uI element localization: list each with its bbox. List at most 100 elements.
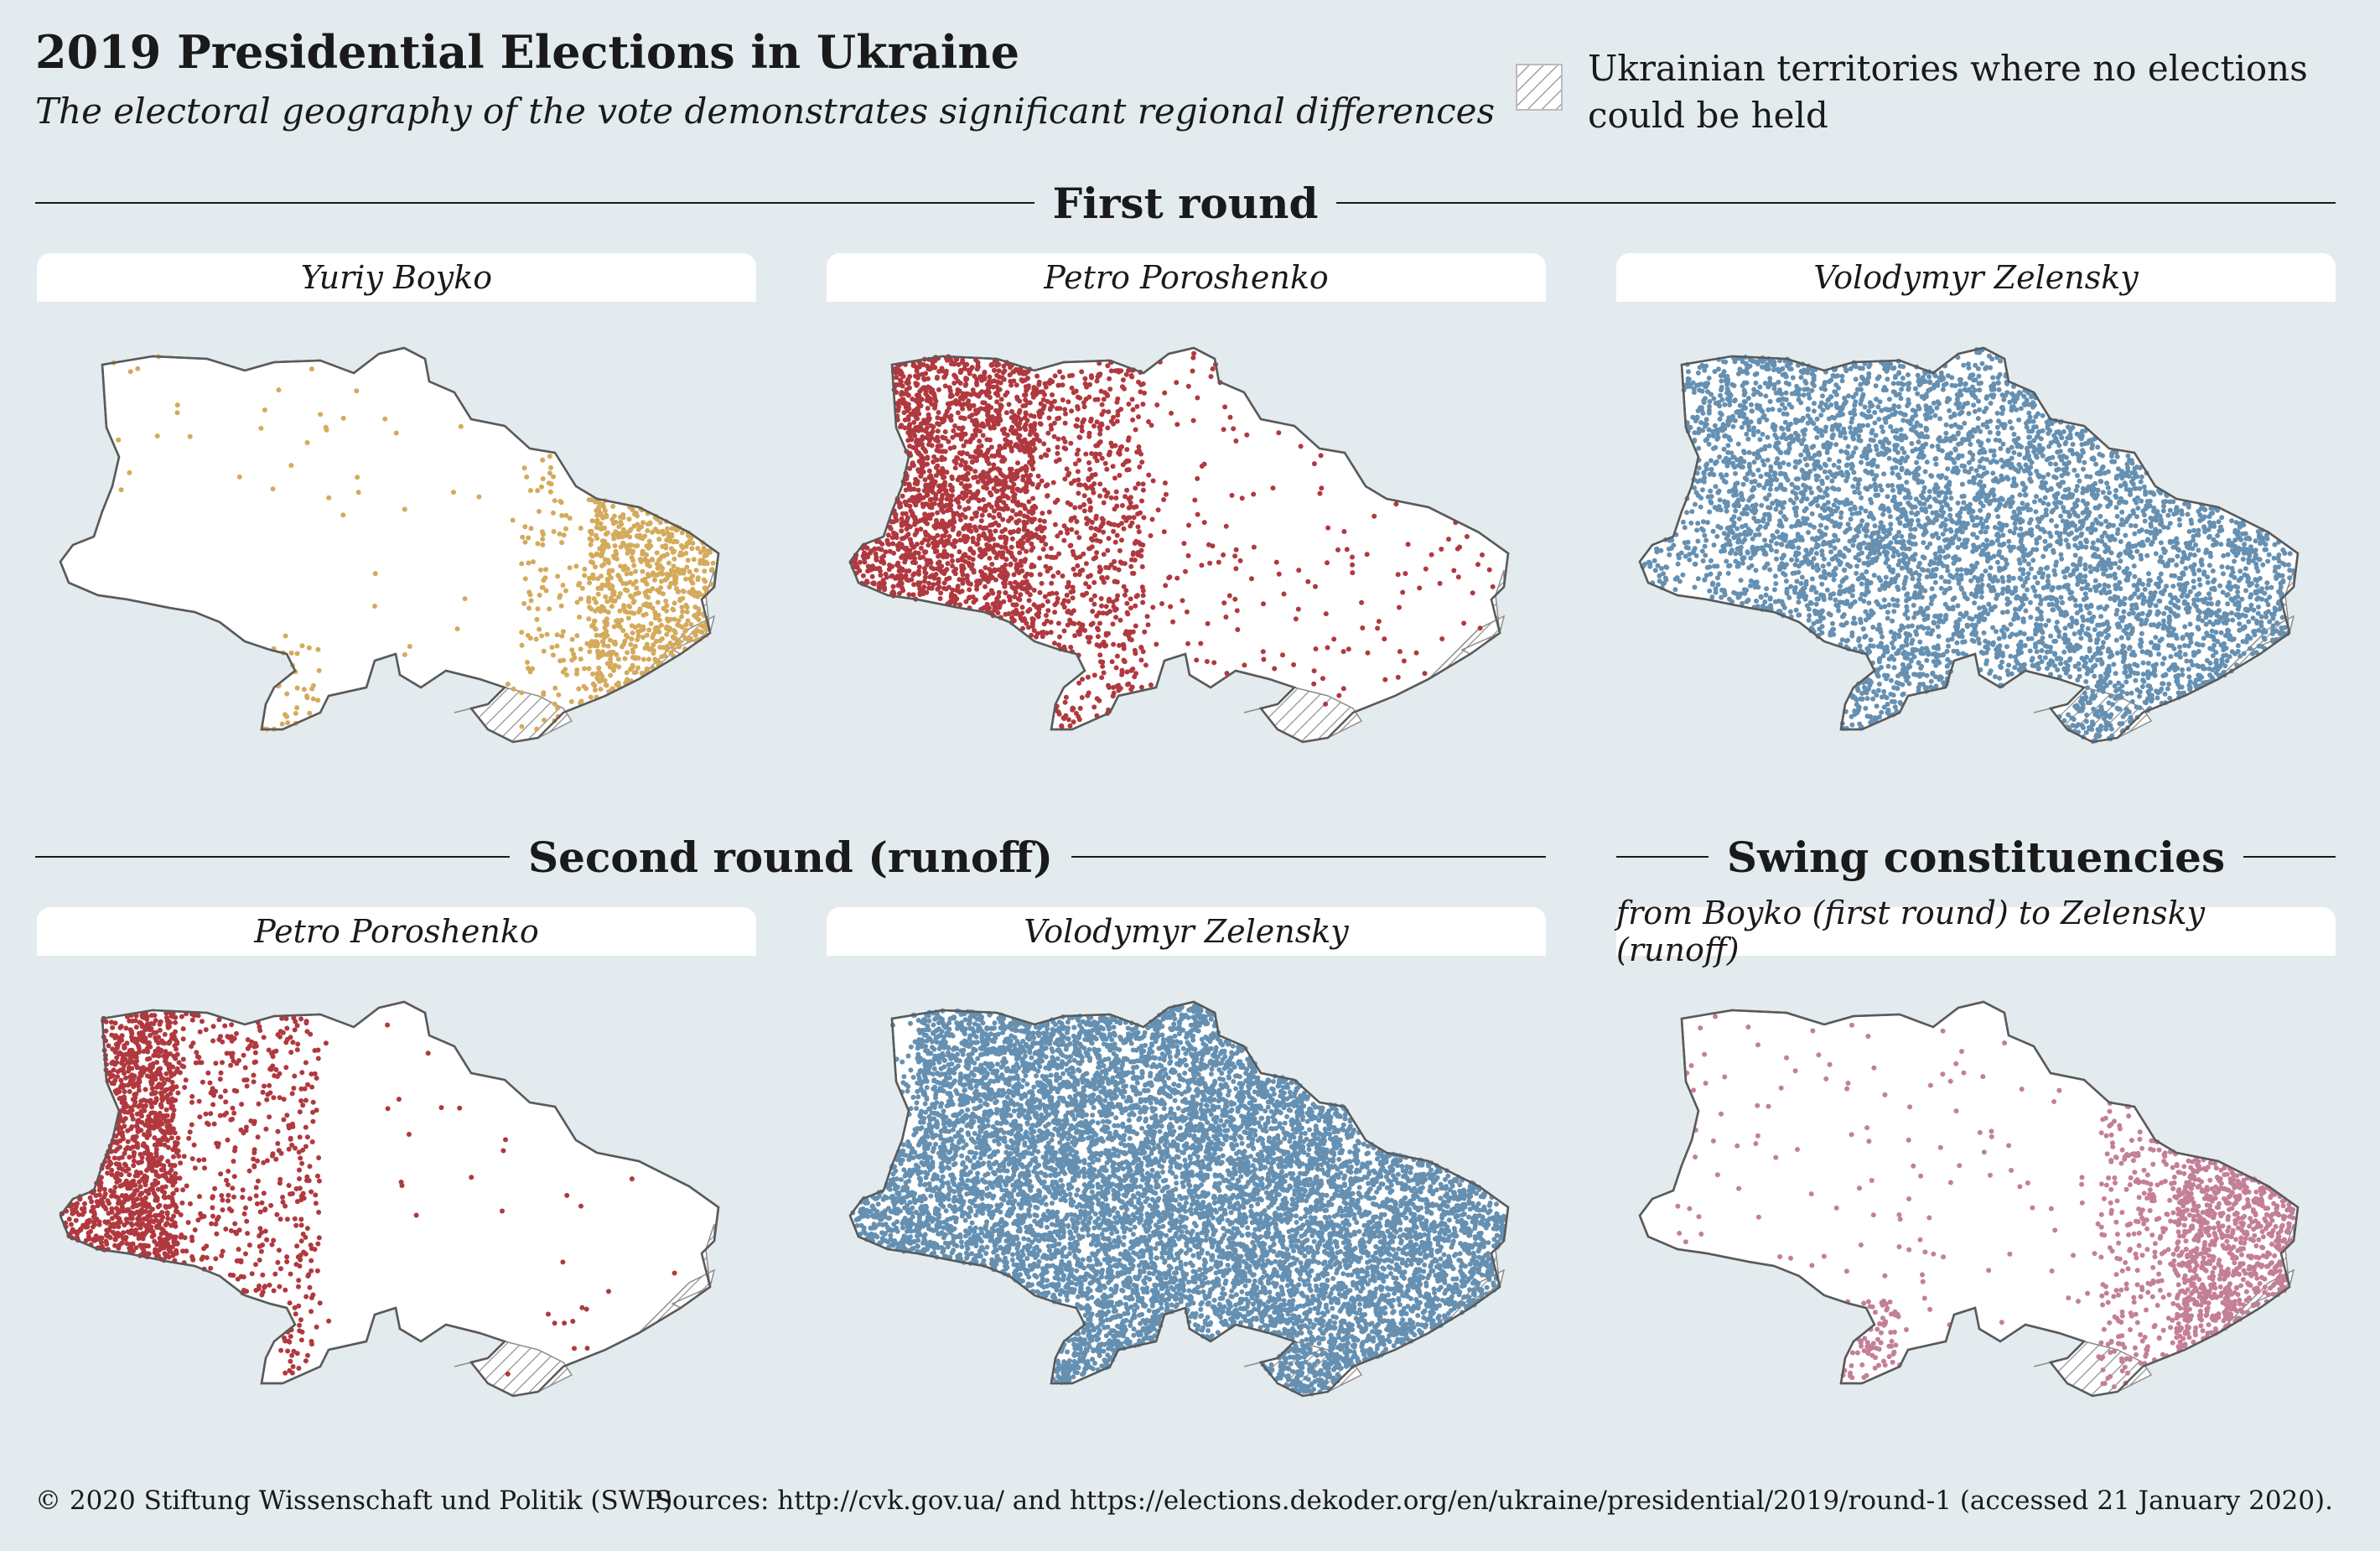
- constituency-dot: [624, 670, 630, 676]
- constituency-dot: [1057, 634, 1062, 640]
- constituency-dot: [604, 599, 610, 604]
- constituency-dot: [1040, 389, 1045, 395]
- constituency-dot: [2200, 642, 2206, 648]
- constituency-dot: [1110, 621, 1116, 627]
- constituency-dot: [1727, 402, 1733, 407]
- constituency-dot: [1009, 408, 1014, 414]
- map-zelensky-r1: [1638, 346, 2300, 744]
- constituency-dot: [612, 543, 618, 548]
- constituency-dot: [1097, 372, 1102, 378]
- constituency-dot: [1023, 411, 1029, 417]
- constituency-dot: [650, 586, 656, 592]
- constituency-dot: [1841, 426, 1847, 432]
- constituency-dot: [1106, 520, 1112, 526]
- constituency-dot: [599, 542, 605, 548]
- constituency-dot: [926, 537, 931, 543]
- constituency-dot: [2113, 671, 2118, 677]
- constituency-dot: [1138, 381, 1144, 387]
- constituency-dot: [1042, 594, 1048, 599]
- constituency-dot: [1092, 454, 1098, 460]
- constituency-dot: [1038, 454, 1044, 460]
- constituency-dot: [2161, 503, 2166, 509]
- constituency-dot: [535, 606, 541, 612]
- constituency-dot: [910, 592, 916, 598]
- constituency-dot: [1104, 392, 1110, 397]
- constituency-dot: [1957, 381, 1963, 387]
- constituency-dot: [633, 669, 639, 675]
- constituency-dot: [919, 469, 925, 475]
- constituency-dot: [1341, 529, 1347, 534]
- constituency-dot: [587, 604, 593, 610]
- constituency-dot: [659, 571, 665, 577]
- constituency-dot: [2084, 712, 2090, 718]
- constituency-dot: [1461, 620, 1467, 626]
- constituency-dot: [2074, 484, 2080, 489]
- constituency-dot: [1296, 568, 1302, 573]
- constituency-dot: [929, 480, 934, 486]
- constituency-dot: [1112, 578, 1118, 584]
- constituency-dot: [1237, 558, 1243, 563]
- constituency-dot: [940, 492, 946, 498]
- constituency-dot: [961, 443, 967, 449]
- constituency-dot: [1323, 701, 1329, 707]
- constituency-dot: [950, 558, 955, 563]
- constituency-dot: [1999, 457, 2004, 463]
- constituency-dot: [2209, 628, 2215, 634]
- constituency-dot: [1112, 558, 1117, 564]
- constituency-dot: [1011, 610, 1017, 616]
- constituency-dot: [1966, 459, 1972, 465]
- constituency-dot: [607, 664, 613, 670]
- constituency-dot: [1074, 451, 1080, 457]
- constituency-dot: [695, 546, 701, 551]
- constituency-dot: [1037, 555, 1043, 561]
- constituency-dot: [476, 494, 482, 500]
- constituency-dot: [1886, 531, 1892, 537]
- constituency-dot: [1065, 584, 1070, 590]
- constituency-dot: [935, 532, 941, 538]
- constituency-dot: [1087, 635, 1093, 641]
- constituency-dot: [652, 615, 658, 621]
- constituency-dot: [1111, 528, 1117, 534]
- constituency-dot: [1454, 546, 1460, 552]
- constituency-dot: [557, 531, 563, 537]
- constituency-dot: [1111, 690, 1117, 696]
- constituency-dot: [873, 566, 879, 572]
- constituency-dot: [1195, 395, 1200, 401]
- constituency-dot: [1204, 659, 1210, 664]
- constituency-dot: [1859, 366, 1865, 371]
- constituency-dot: [971, 454, 977, 459]
- constituency-dot: [594, 551, 599, 557]
- constituency-dot: [1012, 594, 1018, 599]
- constituency-dot: [1708, 571, 1714, 577]
- constituency-dot: [920, 504, 926, 510]
- constituency-dot: [1138, 645, 1144, 650]
- constituency-dot: [672, 635, 678, 641]
- constituency-dot: [1371, 513, 1377, 519]
- constituency-dot: [1040, 634, 1045, 640]
- constituency-dot: [2066, 657, 2072, 663]
- constituency-dot: [950, 434, 956, 440]
- constituency-dot: [1017, 421, 1023, 426]
- panel-title-zelensky-r2: Volodymyr Zelensky: [827, 907, 1546, 956]
- constituency-dot: [1119, 667, 1125, 673]
- constituency-dot: [1133, 651, 1138, 656]
- constituency-dot: [635, 527, 641, 532]
- constituency-dot: [1091, 601, 1097, 607]
- constituency-dot: [2046, 501, 2051, 507]
- constituency-dot: [683, 550, 689, 556]
- constituency-dot: [605, 530, 610, 536]
- constituency-dot: [630, 630, 635, 635]
- constituency-dot: [663, 599, 669, 604]
- constituency-dot: [294, 685, 300, 691]
- constituency-dot: [1084, 384, 1090, 390]
- constituency-dot: [943, 368, 949, 374]
- constituency-dot: [1063, 694, 1069, 700]
- constituency-dot: [1024, 532, 1029, 538]
- constituency-dot: [951, 444, 957, 450]
- constituency-dot: [1096, 527, 1102, 533]
- constituency-dot: [683, 576, 688, 582]
- constituency-dot: [1080, 622, 1086, 628]
- constituency-dot: [1052, 500, 1058, 506]
- constituency-dot: [1260, 649, 1266, 655]
- constituency-dot: [1143, 662, 1149, 668]
